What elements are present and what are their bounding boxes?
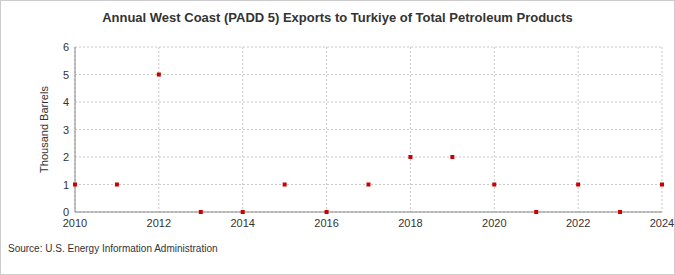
grid-line [242, 47, 243, 212]
point [408, 155, 412, 159]
point [367, 183, 371, 187]
grid-line [75, 212, 662, 213]
x-tick-label: 2016 [314, 217, 338, 229]
grid-line [158, 47, 159, 212]
grid-line [75, 47, 76, 212]
grid-line [662, 47, 663, 212]
point [325, 210, 329, 214]
grid-line [75, 102, 662, 103]
grid-line [578, 47, 579, 212]
y-tick-label: 3 [63, 124, 69, 136]
point [157, 73, 161, 77]
y-tick-label: 2 [63, 151, 69, 163]
y-tick-label: 1 [63, 179, 69, 191]
x-tick-label: 2018 [398, 217, 422, 229]
y-axis-label: Thousand Barrels [38, 86, 50, 173]
y-axis [75, 47, 76, 212]
y-tick-label: 6 [63, 41, 69, 53]
point [283, 183, 287, 187]
source: Source: U.S. Energy Information Administ… [8, 243, 218, 254]
grid-line [75, 74, 662, 75]
point [73, 183, 77, 187]
point [618, 210, 622, 214]
points [73, 73, 664, 215]
background [1, 1, 675, 275]
point [199, 210, 203, 214]
point [492, 183, 496, 187]
point [241, 210, 245, 214]
grid-line [75, 129, 662, 130]
x-tick-label: 2012 [147, 217, 171, 229]
title: Annual West Coast (PADD 5) Exports to Tu… [102, 10, 573, 25]
x-tick-label: 2020 [482, 217, 506, 229]
y-tick-label: 5 [63, 69, 69, 81]
grid-line [75, 157, 662, 158]
chart: Annual West Coast (PADD 5) Exports to Tu… [0, 0, 675, 275]
x-tick-label: 2022 [566, 217, 590, 229]
grid-line [75, 47, 662, 48]
plot-area [75, 47, 662, 212]
x-tick-label: 2024 [650, 217, 674, 229]
point [115, 183, 119, 187]
point [576, 183, 580, 187]
x-axis [75, 212, 662, 213]
point [660, 183, 664, 187]
x-tick-label: 2014 [230, 217, 254, 229]
y-tick-label: 4 [63, 96, 69, 108]
grid-line [410, 47, 411, 212]
grid-line [494, 47, 495, 212]
point [534, 210, 538, 214]
grid-line [326, 47, 327, 212]
point [450, 155, 454, 159]
x-tick-label: 2010 [63, 217, 87, 229]
